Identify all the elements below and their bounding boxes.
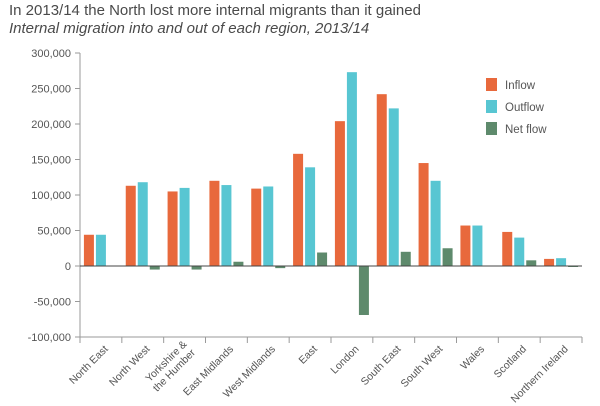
bar [275, 266, 286, 269]
chart-title: In 2013/14 the North lost more internal … [9, 2, 421, 19]
bar [400, 251, 411, 266]
x-tick-label: North West [107, 343, 153, 389]
bar [502, 231, 513, 266]
bar [149, 266, 160, 270]
bar [191, 266, 202, 270]
bar [221, 185, 232, 266]
y-tick-label: 0 [65, 261, 71, 273]
bar [125, 185, 136, 266]
bar [334, 121, 345, 266]
y-tick-label: -50,000 [34, 297, 71, 309]
x-tick-label: East [296, 343, 319, 366]
y-tick-label: 100,000 [31, 190, 71, 202]
bar [526, 260, 537, 266]
x-tick-label: London [328, 343, 361, 376]
bar [305, 167, 316, 266]
bar [317, 252, 328, 266]
chart-subtitle: Internal migration into and out of each … [9, 20, 370, 37]
bar [83, 234, 94, 266]
bar [95, 234, 106, 266]
x-tick-label-line: South East [359, 343, 404, 388]
bar [358, 266, 369, 315]
bar [388, 108, 399, 266]
bar [430, 180, 441, 266]
legend-label: Inflow [505, 80, 536, 92]
bar [472, 225, 483, 266]
x-tick-label-line: Scotland [492, 343, 529, 380]
bar [233, 261, 244, 266]
y-tick-label: 50,000 [37, 226, 71, 238]
x-tick-label: South West [399, 343, 446, 390]
x-tick-label: Wales [458, 343, 487, 372]
bar [556, 258, 567, 266]
x-tick-label-line: East [296, 343, 319, 366]
x-tick-label-line: Wales [458, 343, 487, 372]
bar [418, 163, 429, 266]
bar [251, 188, 262, 266]
legend-swatch [486, 100, 497, 113]
bar [137, 182, 148, 266]
bar [167, 191, 178, 266]
x-tick-label-line: London [328, 343, 361, 376]
bar [293, 153, 304, 266]
bar [263, 186, 274, 266]
y-tick-label: 150,000 [31, 155, 71, 167]
legend-swatch [486, 78, 497, 91]
y-tick-label: 300,000 [31, 48, 71, 60]
x-tick-label-line: North West [107, 343, 153, 389]
x-tick-label-line: South West [399, 343, 446, 390]
legend-label: Net flow [505, 124, 547, 136]
legend-swatch [486, 122, 497, 135]
x-tick-label: North East [67, 343, 111, 387]
y-tick-label: 250,000 [31, 84, 71, 96]
legend-label: Outflow [505, 102, 545, 114]
x-tick-label-line: North East [67, 343, 111, 387]
bar [376, 94, 387, 267]
bar [544, 258, 555, 266]
bar [179, 187, 190, 266]
y-tick-label: 200,000 [31, 119, 71, 131]
bar [346, 72, 357, 266]
x-tick-label: South East [359, 343, 404, 388]
bar [442, 248, 453, 266]
bar [209, 180, 220, 266]
bar [514, 237, 525, 266]
x-tick-label: Scotland [492, 343, 529, 380]
bar [460, 225, 471, 266]
y-tick-label: -100,000 [28, 332, 71, 344]
